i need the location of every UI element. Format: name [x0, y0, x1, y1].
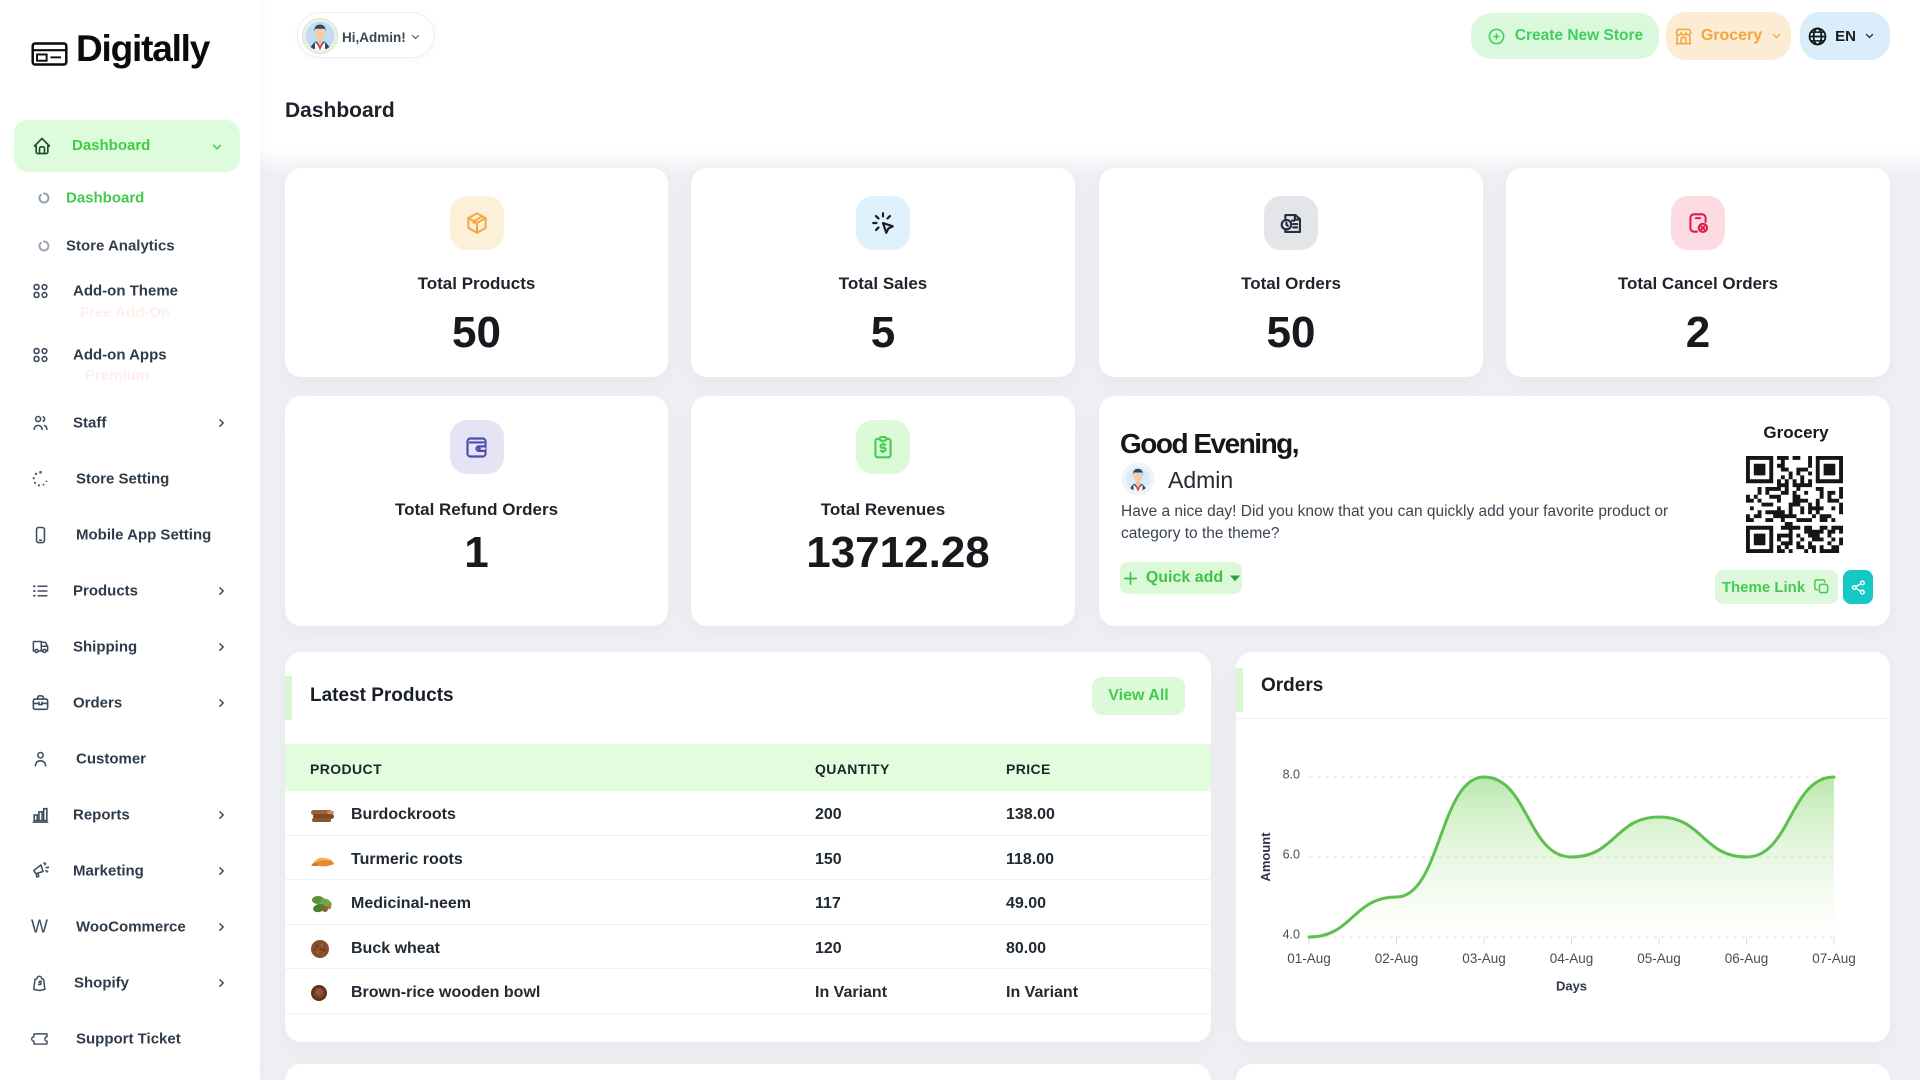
svg-text:4.0: 4.0 — [1283, 928, 1300, 942]
svg-text:01-Aug: 01-Aug — [1287, 951, 1331, 966]
svg-text:Amount: Amount — [1258, 832, 1273, 882]
svg-text:06-Aug: 06-Aug — [1725, 951, 1769, 966]
svg-text:07-Aug: 07-Aug — [1812, 951, 1856, 966]
svg-text:8.0: 8.0 — [1283, 768, 1300, 782]
svg-text:05-Aug: 05-Aug — [1637, 951, 1681, 966]
svg-text:03-Aug: 03-Aug — [1462, 951, 1506, 966]
svg-text:Days: Days — [1556, 979, 1587, 994]
svg-text:02-Aug: 02-Aug — [1375, 951, 1419, 966]
svg-text:04-Aug: 04-Aug — [1550, 951, 1594, 966]
svg-text:6.0: 6.0 — [1283, 848, 1300, 862]
